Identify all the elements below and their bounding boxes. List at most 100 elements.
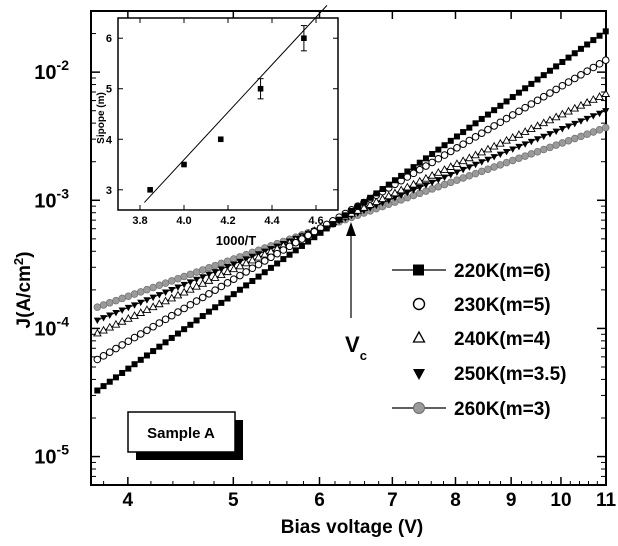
data-point <box>236 286 243 293</box>
data-point <box>342 212 349 219</box>
data-point <box>526 124 536 132</box>
data-point <box>192 297 201 305</box>
data-point <box>465 136 474 145</box>
data-point <box>415 176 425 185</box>
data-point <box>502 114 511 123</box>
data-point <box>478 115 485 122</box>
data-point <box>477 129 486 137</box>
inset-x-tick-label: 4.0 <box>176 215 191 227</box>
data-point <box>154 299 164 308</box>
data-point <box>93 317 101 325</box>
data-point <box>409 187 418 194</box>
data-point <box>130 333 139 342</box>
data-point <box>502 158 511 167</box>
data-point <box>502 149 511 156</box>
data-point <box>118 294 126 303</box>
data-point <box>298 242 305 249</box>
data-point <box>415 165 424 174</box>
data-point <box>588 95 598 103</box>
data-point <box>570 74 579 83</box>
data-point <box>224 295 231 302</box>
data-point <box>255 273 262 280</box>
data-point <box>595 110 604 118</box>
data-point <box>143 352 150 359</box>
data-point <box>491 107 498 114</box>
data-point <box>192 276 201 284</box>
data-point <box>602 108 610 115</box>
data-point <box>378 194 387 203</box>
data-point <box>99 315 108 322</box>
data-point <box>161 296 170 305</box>
data-point <box>533 121 542 130</box>
data-point <box>515 107 523 116</box>
data-point <box>119 369 126 376</box>
y-tick-label: 10-5 <box>34 442 69 469</box>
sample-box-face <box>127 411 236 453</box>
data-point <box>564 106 573 115</box>
sample-label-box: Sample A <box>127 411 243 460</box>
data-point <box>459 166 467 174</box>
data-point <box>379 186 386 193</box>
data-point <box>589 63 598 72</box>
data-point <box>601 56 610 64</box>
data-point <box>546 67 553 74</box>
data-point <box>601 123 610 132</box>
legend: 220K(m=6) 230K(m=5) 240K(m=4) 250K(m=3.5… <box>392 261 566 420</box>
data-point <box>546 89 554 97</box>
data-point <box>471 150 480 159</box>
data-point <box>497 102 504 109</box>
data-point <box>564 78 573 86</box>
data-point <box>124 304 132 312</box>
data-point <box>540 133 548 141</box>
data-point <box>130 311 139 319</box>
data-point <box>584 41 591 48</box>
data-point <box>131 361 138 368</box>
data-point <box>217 282 226 291</box>
data-point <box>459 174 467 182</box>
data-point <box>496 118 505 127</box>
x-tick-label: 7 <box>387 490 398 511</box>
legend-item-240k: 240K(m=4) <box>412 329 551 350</box>
data-point <box>243 282 250 289</box>
data-point <box>174 274 182 283</box>
x-tick-label: 11 <box>596 490 617 511</box>
legend-label-230k: 230K(m=5) <box>454 295 551 316</box>
data-point <box>403 189 411 197</box>
data-point <box>440 174 449 181</box>
data-point <box>495 138 505 147</box>
data-point <box>217 259 226 268</box>
data-point <box>148 302 158 311</box>
data-point <box>99 325 108 334</box>
data-point <box>143 297 151 304</box>
data-point <box>422 182 430 189</box>
data-point <box>105 299 114 307</box>
data-point <box>533 147 542 156</box>
data-point <box>173 290 183 299</box>
data-point <box>112 309 120 317</box>
svg-text:J(A/cm2): J(A/cm2) <box>11 252 35 329</box>
data-point <box>409 179 418 188</box>
main-plot-border <box>90 10 607 486</box>
data-point <box>595 60 604 68</box>
data-point <box>298 235 306 243</box>
data-point <box>123 314 133 322</box>
data-point <box>564 123 573 130</box>
data-point <box>508 111 517 119</box>
y-axis-title-main: J(A/cm <box>14 265 35 328</box>
data-point <box>359 203 369 211</box>
data-point <box>527 100 536 108</box>
data-point <box>247 255 257 264</box>
inset-x-axis-title: 1000/T <box>216 233 257 248</box>
data-point <box>528 80 535 87</box>
data-point <box>329 221 336 228</box>
data-point <box>211 269 219 276</box>
data-point <box>446 147 455 156</box>
data-point <box>223 279 232 287</box>
data-point <box>323 225 330 232</box>
y-axis-title-sup: 2 <box>11 258 26 265</box>
data-point <box>354 203 361 210</box>
data-point <box>310 227 319 236</box>
data-point <box>93 355 102 364</box>
data-point <box>187 321 194 328</box>
data-point <box>267 264 274 271</box>
